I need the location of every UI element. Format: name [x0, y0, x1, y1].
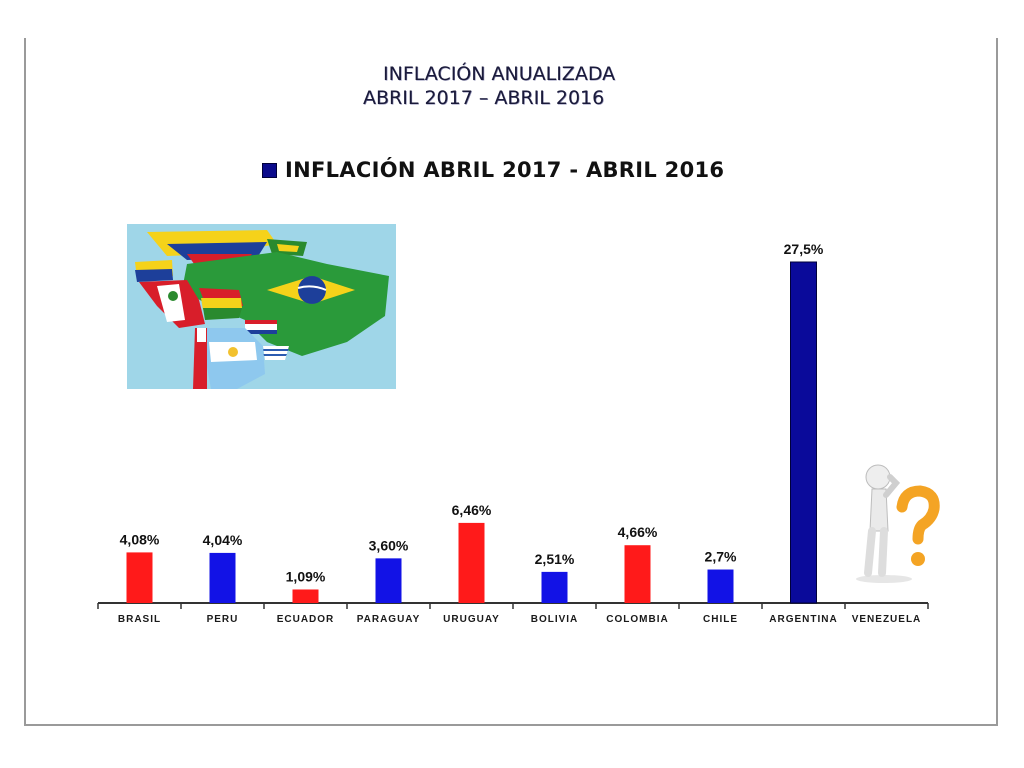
chart-legend: INFLACIÓN ABRIL 2017 - ABRIL 2016 [262, 156, 724, 184]
title-line-1: INFLACIÓN ANUALIZADA [383, 63, 616, 85]
category-label-peru: PERU [207, 614, 239, 625]
category-label-venezuela: VENEZUELA [852, 614, 922, 625]
bar-brasil [126, 552, 153, 603]
bar-colombia [624, 545, 651, 603]
category-label-bolivia: BOLIVIA [531, 614, 579, 625]
data-label-brasil: 4,08% [120, 531, 160, 547]
category-label-colombia: COLOMBIA [606, 614, 668, 625]
bar-paraguay [375, 558, 402, 603]
bar-uruguay [458, 522, 485, 603]
south-america-map-image [127, 224, 396, 389]
data-label-chile: 2,7% [705, 549, 737, 565]
legend-swatch [262, 162, 277, 178]
bar-chile [707, 569, 734, 603]
data-label-paraguay: 3,60% [369, 537, 409, 553]
bar-argentina [790, 261, 817, 604]
category-label-ecuador: ECUADOR [277, 614, 335, 625]
data-label-argentina: 27,5% [784, 241, 824, 257]
category-label-chile: CHILE [703, 614, 738, 625]
title-line-2: ABRIL 2017 – ABRIL 2016 [363, 87, 605, 109]
category-label-paraguay: PARAGUAY [357, 614, 421, 625]
data-label-bolivia: 2,51% [535, 551, 575, 567]
bar-bolivia [541, 571, 568, 603]
data-label-ecuador: 1,09% [286, 568, 326, 584]
category-label-brasil: BRASIL [118, 614, 161, 625]
thinking-figure-icon [856, 464, 940, 583]
category-label-argentina: ARGENTINA [769, 614, 837, 625]
category-label-uruguay: URUGUAY [443, 614, 500, 625]
data-label-uruguay: 6,46% [452, 502, 492, 518]
bar-peru [209, 552, 236, 603]
data-label-peru: 4,04% [203, 532, 243, 548]
legend-label: INFLACIÓN ABRIL 2017 - ABRIL 2016 [285, 158, 725, 182]
data-label-colombia: 4,66% [618, 524, 658, 540]
slide-frame [24, 38, 998, 726]
bar-ecuador [292, 589, 319, 603]
